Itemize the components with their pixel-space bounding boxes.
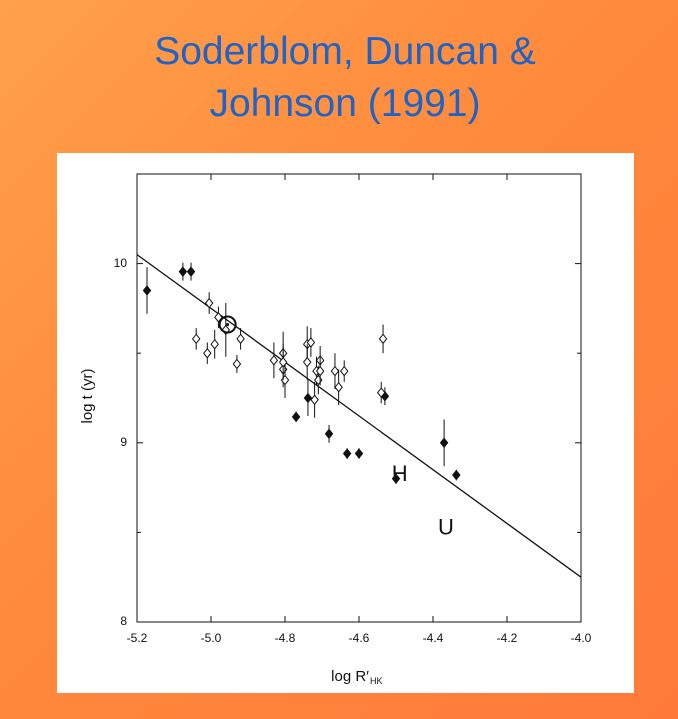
x-tick-label: -4.6: [349, 631, 370, 645]
data-point: [178, 266, 188, 277]
slide-title: Johnson (1991): [209, 82, 480, 125]
sun-dot: [226, 323, 230, 327]
data-point: [439, 437, 449, 449]
data-point: [315, 365, 325, 377]
data-point: [210, 338, 219, 350]
x-tick-label: -4.4: [423, 631, 444, 645]
data-point: [306, 337, 316, 348]
y-axis-label: log t (yr): [79, 368, 96, 423]
x-tick-label: -5.2: [127, 631, 148, 645]
data-point: [324, 428, 334, 440]
data-point: [204, 297, 214, 309]
data-point: [339, 365, 349, 377]
data-point: [232, 358, 242, 370]
data-point: [142, 285, 152, 296]
data-point: [310, 394, 319, 406]
fit-line: [136, 254, 582, 578]
figure-panel: [57, 153, 634, 693]
x-tick-label: -4.2: [497, 631, 518, 645]
data-point: [391, 473, 401, 484]
annotation: H: [392, 461, 408, 486]
data-point: [452, 469, 461, 481]
x-tick-label: -4.0: [571, 631, 592, 645]
data-point: [203, 347, 212, 359]
x-tick-label: -5.0: [201, 631, 222, 645]
data-point: [314, 374, 323, 386]
x-tick-label: -4.8: [275, 631, 296, 645]
data-point: [303, 392, 313, 404]
y-tick-label: 8: [120, 614, 127, 628]
y-tick-label: 9: [120, 435, 127, 449]
data-point: [330, 365, 340, 377]
data-point: [278, 356, 288, 368]
data-point: [191, 333, 201, 345]
data-point: [236, 333, 245, 345]
sun-symbol: [218, 315, 237, 334]
slide-title: Soderblom, Duncan &: [154, 30, 536, 73]
data-point: [269, 355, 279, 366]
data-point: [186, 266, 196, 277]
x-axis-label-sub: HK: [370, 676, 383, 686]
data-point: [342, 448, 352, 459]
y-tick-label: 10: [114, 256, 128, 270]
data-point: [302, 356, 312, 368]
x-axis-label: log R′: [331, 668, 369, 685]
annotation: U: [438, 515, 454, 540]
data-point: [291, 411, 301, 423]
data-point: [354, 448, 364, 459]
data-point: [334, 381, 343, 393]
data-point: [376, 387, 386, 398]
data-point: [378, 333, 388, 345]
